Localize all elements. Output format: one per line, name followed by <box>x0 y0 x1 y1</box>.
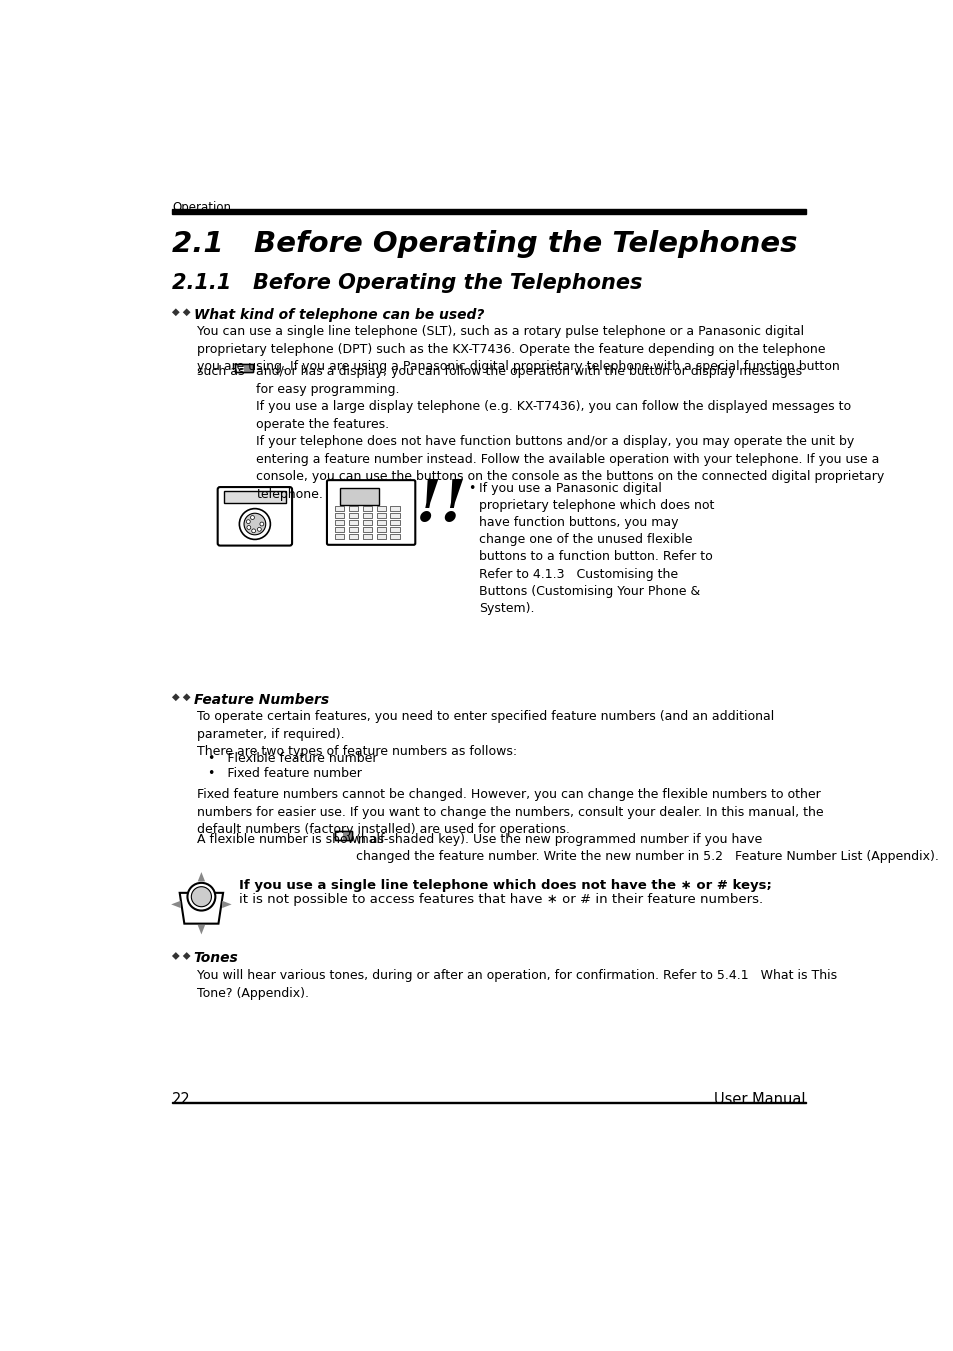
Text: •   Fixed feature number: • Fixed feature number <box>208 767 361 781</box>
Circle shape <box>252 530 255 532</box>
Bar <box>335 534 344 539</box>
Bar <box>335 831 352 840</box>
Text: What kind of telephone can be used?: What kind of telephone can be used? <box>193 308 483 322</box>
Text: !!: !! <box>415 477 466 534</box>
Text: Fixed feature numbers cannot be changed. However, you can change the flexible nu: Fixed feature numbers cannot be changed.… <box>196 788 822 836</box>
Bar <box>362 520 372 524</box>
Text: and/or has a display, you can follow the operation with the button or display me: and/or has a display, you can follow the… <box>256 365 883 501</box>
Circle shape <box>175 880 227 929</box>
Bar <box>340 488 378 505</box>
Bar <box>348 507 357 511</box>
Polygon shape <box>172 693 179 701</box>
Bar <box>235 363 253 373</box>
Bar <box>335 520 344 524</box>
Text: To operate certain features, you need to enter specified feature numbers (and an: To operate certain features, you need to… <box>196 711 773 758</box>
Text: Feature Numbers: Feature Numbers <box>193 693 329 707</box>
Bar <box>390 507 399 511</box>
Text: User Manual: User Manual <box>714 1092 805 1108</box>
Circle shape <box>187 882 215 911</box>
Bar <box>235 363 253 373</box>
Text: If you use a single line telephone which does not have the ∗ or # keys;: If you use a single line telephone which… <box>239 880 771 892</box>
Bar <box>244 363 253 373</box>
Bar <box>362 527 372 532</box>
Polygon shape <box>183 693 191 701</box>
Text: such as: such as <box>196 365 252 378</box>
FancyBboxPatch shape <box>327 480 415 544</box>
Bar <box>390 534 399 539</box>
Bar <box>348 534 357 539</box>
Text: You can use a single line telephone (SLT), such as a rotary pulse telephone or a: You can use a single line telephone (SLT… <box>196 326 839 373</box>
Text: You will hear various tones, during or after an operation, for confirmation. Ref: You will hear various tones, during or a… <box>196 969 836 1000</box>
Bar <box>362 534 372 539</box>
Polygon shape <box>172 308 179 316</box>
Polygon shape <box>171 901 180 908</box>
Text: Tones: Tones <box>193 951 238 966</box>
Bar <box>348 520 357 524</box>
Bar <box>362 513 372 517</box>
Bar <box>348 527 357 532</box>
Bar <box>390 520 399 524</box>
Bar <box>376 513 385 517</box>
Circle shape <box>246 520 250 524</box>
Bar <box>343 831 352 840</box>
Bar <box>335 513 344 517</box>
Circle shape <box>192 886 212 907</box>
Polygon shape <box>197 871 205 881</box>
Text: 2.1   Before Operating the Telephones: 2.1 Before Operating the Telephones <box>172 230 797 258</box>
Polygon shape <box>197 925 205 935</box>
Text: A flexible number is shown as: A flexible number is shown as <box>196 832 392 846</box>
Circle shape <box>259 521 264 526</box>
Text: •: • <box>468 482 475 494</box>
Text: If you use a Panasonic digital
proprietary telephone which does not
have functio: If you use a Panasonic digital proprieta… <box>478 482 714 615</box>
Bar <box>335 527 344 532</box>
FancyBboxPatch shape <box>217 488 292 546</box>
Bar <box>362 507 372 511</box>
Polygon shape <box>179 893 223 924</box>
Bar <box>335 831 352 840</box>
Bar <box>376 520 385 524</box>
Text: 22: 22 <box>172 1092 191 1108</box>
Text: it is not possible to access features that have ∗ or # in their feature numbers.: it is not possible to access features th… <box>239 893 762 907</box>
Bar <box>224 490 286 503</box>
Text: •   Flexible feature number: • Flexible feature number <box>208 753 376 765</box>
Circle shape <box>244 513 266 535</box>
Circle shape <box>239 508 270 539</box>
Circle shape <box>251 516 254 519</box>
Polygon shape <box>183 952 191 959</box>
Bar <box>376 527 385 532</box>
Circle shape <box>247 526 251 530</box>
Bar <box>376 507 385 511</box>
Bar <box>335 507 344 511</box>
Text: (half-shaded key). Use the new programmed number if you have
changed the feature: (half-shaded key). Use the new programme… <box>355 832 938 863</box>
Bar <box>376 534 385 539</box>
Polygon shape <box>222 901 232 908</box>
Text: Operation: Operation <box>172 200 231 213</box>
Bar <box>390 513 399 517</box>
Text: 2.1.1   Before Operating the Telephones: 2.1.1 Before Operating the Telephones <box>172 273 641 293</box>
Polygon shape <box>172 952 179 959</box>
Circle shape <box>257 527 261 531</box>
Bar <box>348 513 357 517</box>
Bar <box>172 209 805 215</box>
Bar <box>390 527 399 532</box>
Polygon shape <box>183 308 191 316</box>
